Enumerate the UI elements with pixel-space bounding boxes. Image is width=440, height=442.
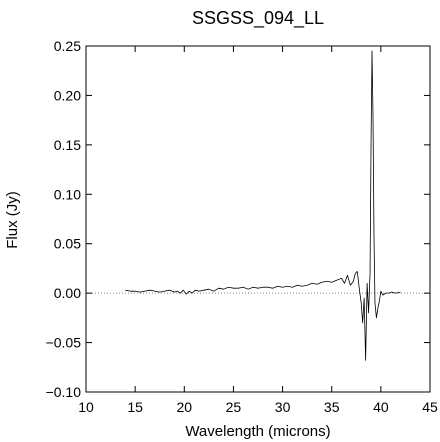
x-tick-label: 10 (78, 399, 94, 415)
y-axis-label: Flux (Jy) (4, 191, 21, 249)
x-tick-label: 40 (373, 399, 389, 415)
y-tick-label: 0.05 (54, 236, 81, 252)
spectrum-line-0 (125, 50, 401, 361)
y-tick-label: 0.15 (54, 137, 81, 153)
axes-frame (85, 45, 431, 393)
x-tick-label: 35 (324, 399, 340, 415)
x-tick-label: 45 (422, 399, 438, 415)
y-tick-label: 0.25 (54, 38, 81, 54)
plot-area: 10 15 20 25 30 35 40 45 −0.10 −0.05 0.00 0.05 0.10 0.… (46, 38, 438, 415)
y-tick-label: −0.05 (46, 335, 82, 351)
x-tick-label: 15 (127, 399, 143, 415)
y-tick-label: −0.10 (46, 384, 82, 400)
chart-title: SSGSS_094_LL (192, 8, 324, 29)
y-tick-label: 0.20 (54, 87, 81, 103)
x-axis-label: Wavelength (microns) (185, 423, 330, 440)
x-tick-label: 25 (226, 399, 242, 415)
y-tick-label: 0.10 (54, 186, 81, 202)
x-tick-label: 30 (275, 399, 291, 415)
x-tick-label: 20 (176, 399, 192, 415)
y-tick-label: 0.00 (54, 285, 81, 301)
